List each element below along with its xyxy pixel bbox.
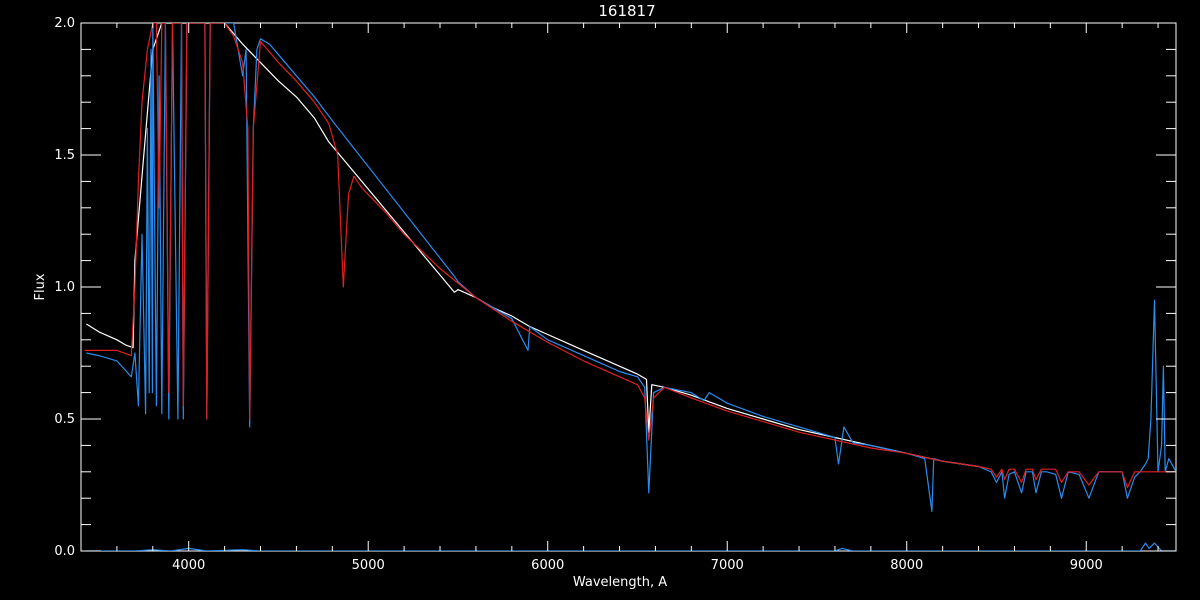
series-line-blue-baseline	[86, 542, 1176, 551]
series-line-white	[86, 23, 979, 468]
y-tick-label: 2.0	[54, 16, 75, 31]
series-line-red	[84, 23, 1176, 489]
x-tick-label: 7000	[711, 558, 744, 573]
x-tick-label: 6000	[531, 558, 564, 573]
chart-title: 161817	[598, 2, 655, 20]
ticks-layer: 4000 5000 6000 7000 8000 9000 0.0 0.5 1.0 1.5 2.0	[54, 16, 1176, 573]
x-tick-label: 8000	[890, 558, 923, 573]
series-line-blue	[86, 23, 1176, 512]
y-axis-label: Flux	[33, 273, 48, 300]
y-tick-label: 1.0	[54, 280, 75, 295]
series-layer	[84, 23, 1176, 551]
x-tick-label: 5000	[352, 558, 385, 573]
x-tick-label: 9000	[1070, 558, 1103, 573]
x-tick-label: 4000	[172, 558, 205, 573]
y-tick-label: 1.5	[54, 148, 75, 163]
y-tick-label: 0.5	[54, 412, 75, 427]
y-tick-label: 0.0	[54, 544, 75, 559]
x-axis-label: Wavelength, A	[573, 575, 667, 590]
